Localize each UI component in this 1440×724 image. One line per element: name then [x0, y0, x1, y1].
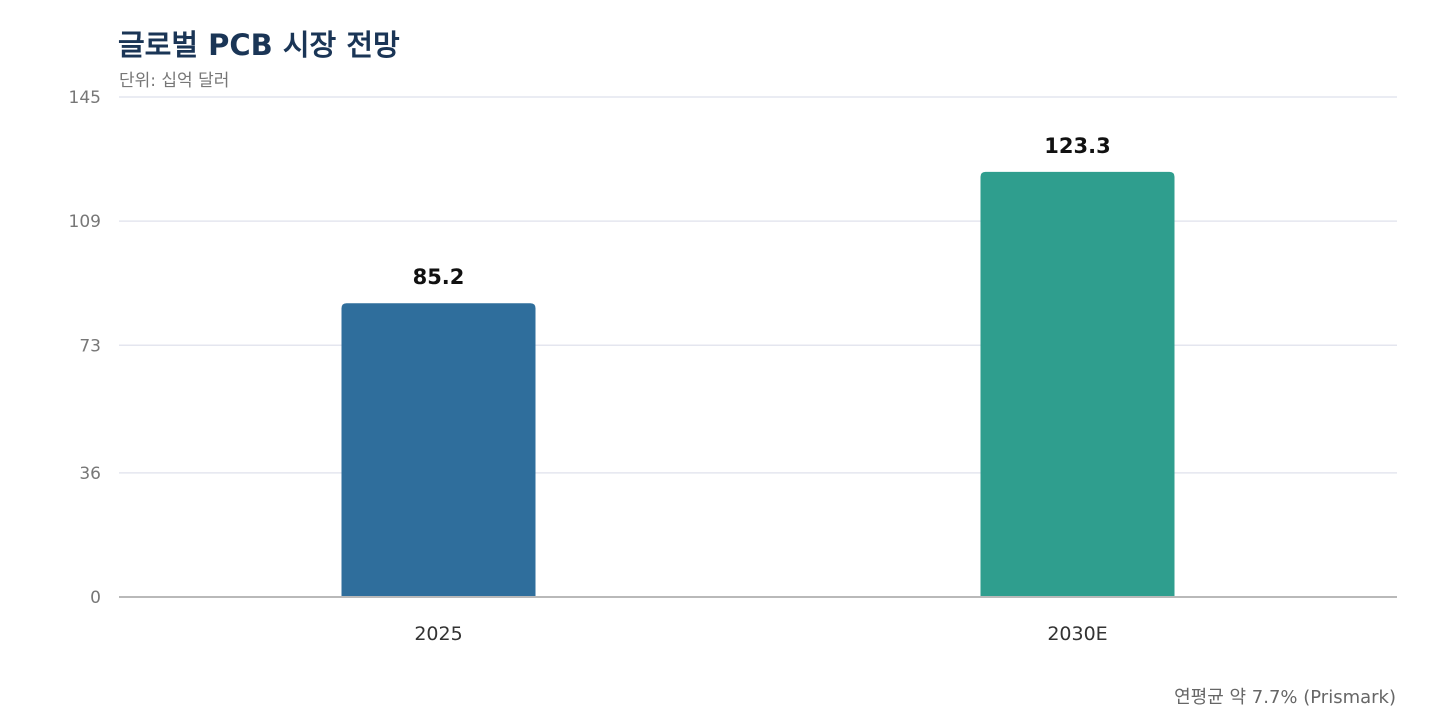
y-tick-label: 109	[69, 212, 101, 232]
x-axis-categories: 2025 2030E	[414, 623, 1107, 645]
y-tick-label: 73	[79, 336, 101, 356]
x-category-label: 2030E	[1047, 623, 1107, 645]
gridlines	[119, 96, 1397, 474]
y-tick-label: 36	[79, 464, 101, 484]
y-axis-ticks: 0 36 73 109 145	[69, 88, 101, 608]
data-label: 123.3	[1044, 134, 1110, 158]
bar-2025	[341, 303, 536, 597]
y-tick-label: 145	[69, 88, 101, 108]
chart-footnote: 연평균 약 7.7% (Prismark)	[1174, 687, 1396, 708]
data-labels: 85.2 123.3	[413, 134, 1111, 289]
bars	[341, 171, 1175, 598]
bar-2030e	[980, 171, 1175, 598]
chart-title: 글로벌 PCB 시장 전망	[118, 28, 400, 62]
x-category-label: 2025	[414, 623, 462, 645]
y-tick-label: 0	[90, 588, 101, 608]
data-label: 85.2	[413, 265, 465, 289]
chart-subtitle: 단위: 십억 달러	[119, 71, 230, 91]
